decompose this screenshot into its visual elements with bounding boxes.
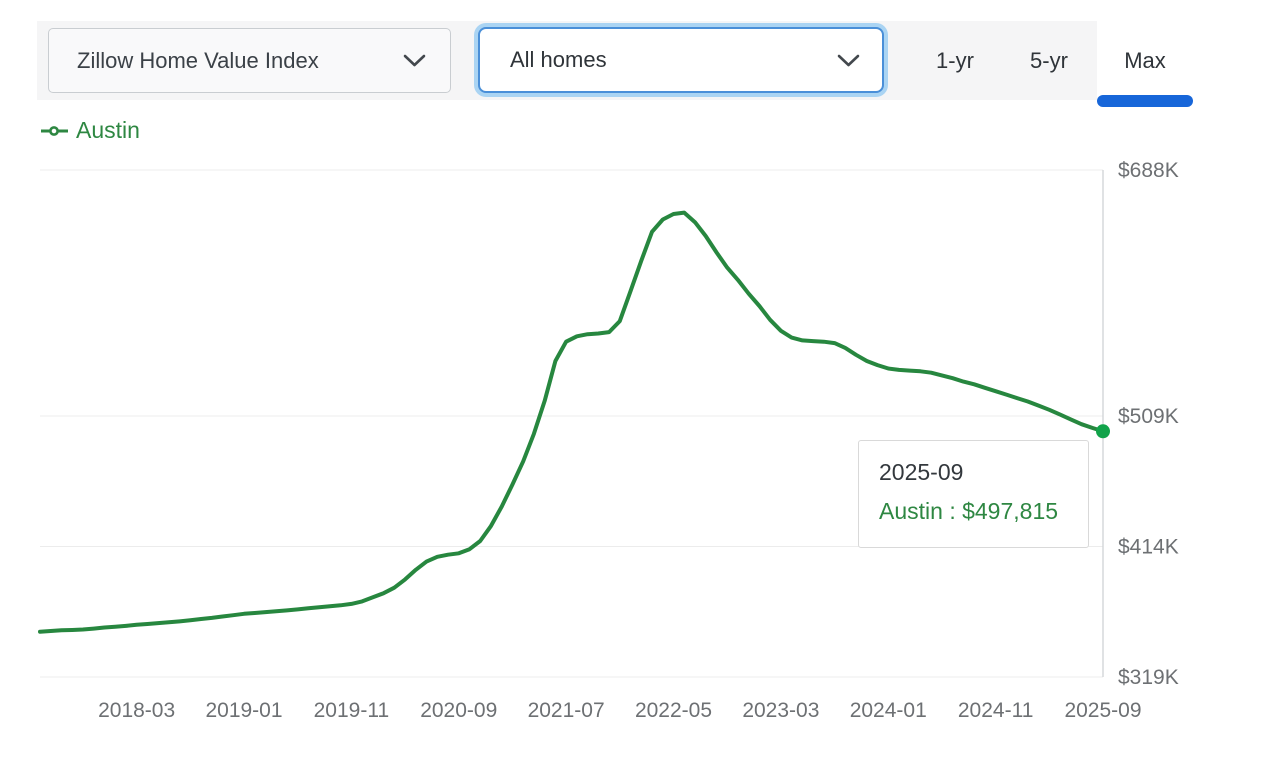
x-axis-tick-label: 2023-03 — [742, 699, 819, 722]
x-axis-tick-label: 2021-07 — [528, 699, 605, 722]
x-axis-tick-label: 2022-05 — [635, 699, 712, 722]
y-axis-tick-label: $509K — [1118, 405, 1179, 428]
tooltip-date: 2025-09 — [879, 459, 964, 485]
x-axis-tick-label: 2018-03 — [98, 699, 175, 722]
tab-1yr-label: 1-yr — [936, 47, 974, 73]
x-axis-tick-label: 2019-01 — [205, 699, 282, 722]
x-axis-tick-label: 2020-09 — [420, 699, 497, 722]
austin-series-line — [38, 210, 1105, 634]
y-axis-tick-label: $319K — [1118, 666, 1179, 689]
chevron-down-icon — [837, 54, 860, 66]
tooltip-series-value: Austin : $497,815 — [879, 497, 1059, 524]
latest-point-marker[interactable] — [1096, 424, 1110, 439]
legend-item-austin[interactable]: Austin — [41, 117, 140, 144]
metric-dropdown[interactable]: Zillow Home Value Index — [48, 28, 451, 93]
x-axis-tick-label: 2024-11 — [958, 699, 1034, 722]
chart-tooltip: 2025-09 Austin : $497,815 — [858, 440, 1089, 548]
series-marker-icon — [41, 125, 68, 136]
x-axis-tick-label: 2024-01 — [850, 699, 927, 722]
tab-max[interactable]: Max — [1097, 21, 1193, 100]
chevron-down-icon — [403, 54, 426, 67]
x-axis-tick-label: 2019-11 — [314, 699, 390, 722]
y-axis-tick-label: $688K — [1118, 159, 1179, 182]
metric-dropdown-label: Zillow Home Value Index — [77, 47, 319, 73]
tab-5yr-label: 5-yr — [1030, 47, 1068, 73]
home-type-dropdown[interactable]: All homes — [478, 27, 884, 93]
tab-1yr[interactable]: 1-yr — [910, 21, 1000, 100]
legend-series-label: Austin — [76, 117, 140, 143]
y-axis-tick-label: $414K — [1118, 535, 1179, 558]
tab-max-label: Max — [1124, 47, 1166, 73]
x-axis-tick-label: 2025-09 — [1064, 699, 1141, 722]
tab-5yr[interactable]: 5-yr — [1003, 21, 1095, 100]
home-type-dropdown-label: All homes — [510, 47, 607, 72]
active-tab-indicator — [1097, 95, 1193, 107]
